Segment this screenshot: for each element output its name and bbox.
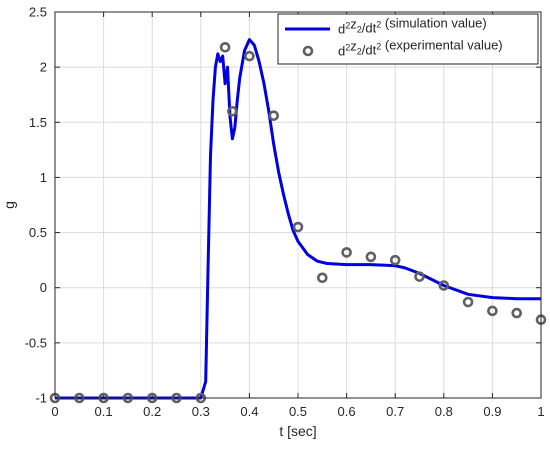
legend-box — [277, 13, 539, 65]
experimental-point — [438, 280, 450, 291]
y-tick-label: 0 — [40, 280, 47, 295]
legend-text-part: 2 — [345, 21, 350, 31]
x-tick-label: 0.9 — [483, 404, 501, 419]
legend-text-part: d — [338, 44, 345, 59]
x-tick-label: 0.6 — [338, 404, 356, 419]
y-tick-label: 1 — [40, 170, 47, 185]
experimental-point — [365, 251, 377, 263]
x-tick-label: 0.1 — [95, 404, 113, 419]
y-tick-label: 1.5 — [29, 115, 47, 130]
x-tick-labels: 0 0.1 0.2 0.3 0.4 0.5 0.6 0.7 0.8 0.9 1 — [51, 404, 544, 419]
legend-marker-swatch — [302, 45, 314, 57]
plot-frame — [54, 11, 542, 399]
x-tick-label: 0.3 — [192, 404, 210, 419]
experimental-point — [462, 296, 474, 308]
y-axis-label: g — [1, 201, 17, 209]
experimental-point — [292, 221, 304, 233]
legend-text-part: z — [350, 17, 357, 32]
experimental-point — [414, 271, 425, 282]
legend-text-part: 2 — [357, 47, 362, 57]
series-layer — [49, 38, 547, 404]
legend-text-part: /dt — [362, 21, 377, 36]
legend-text-part: 2 — [345, 43, 350, 53]
legend-text-part: z — [350, 39, 357, 54]
experimental-point — [244, 50, 255, 62]
experimental-point — [511, 307, 523, 319]
experimental-point — [341, 247, 352, 258]
legend-text-part: 2 — [376, 20, 381, 30]
y-tick-label: -0.5 — [25, 335, 47, 350]
x-tick-label: 0.7 — [386, 404, 404, 419]
legend-text-part: 2 — [357, 25, 362, 35]
legend-text-part: 2 — [376, 42, 381, 52]
x-tick-label: 0.5 — [289, 404, 307, 419]
grid — [54, 11, 542, 399]
experimental-point — [227, 105, 238, 117]
x-tick-label: 0 — [51, 404, 58, 419]
x-tick-label: 0.2 — [143, 404, 161, 419]
y-tick-label: 2 — [40, 60, 47, 75]
experimental-point — [219, 41, 231, 53]
y-tick-labels: -1 -0.5 0 0.5 1 1.5 2 2.5 — [25, 5, 47, 406]
legend-entry-1: d2z2/dt2 (experimental value) — [338, 38, 503, 59]
legend: d2z2/dt2 (simulation value)d2z2/dt2 (exp… — [277, 13, 539, 65]
x-tick-label: 0.4 — [240, 404, 258, 419]
experimental-point — [389, 254, 401, 266]
experimental-point — [268, 110, 280, 121]
experimental-point — [316, 272, 328, 284]
y-tick-label: 0.5 — [29, 225, 47, 240]
legend-entry-0: d2z2/dt2 (simulation value) — [338, 16, 487, 37]
legend-text-part: /dt — [362, 43, 377, 58]
legend-text-part: d — [338, 22, 345, 37]
series-simulation-line — [55, 38, 541, 400]
experimental-point — [487, 305, 498, 317]
legend-text-part: (experimental value) — [381, 38, 502, 53]
x-axis-label: t [sec] — [279, 423, 316, 439]
legend-text-part: (simulation value) — [381, 16, 487, 31]
x-tick-label: 0.8 — [435, 404, 453, 419]
y-tick-label: -1 — [35, 391, 47, 406]
x-tick-label: 1 — [537, 404, 544, 419]
y-tick-label: 2.5 — [29, 5, 47, 20]
